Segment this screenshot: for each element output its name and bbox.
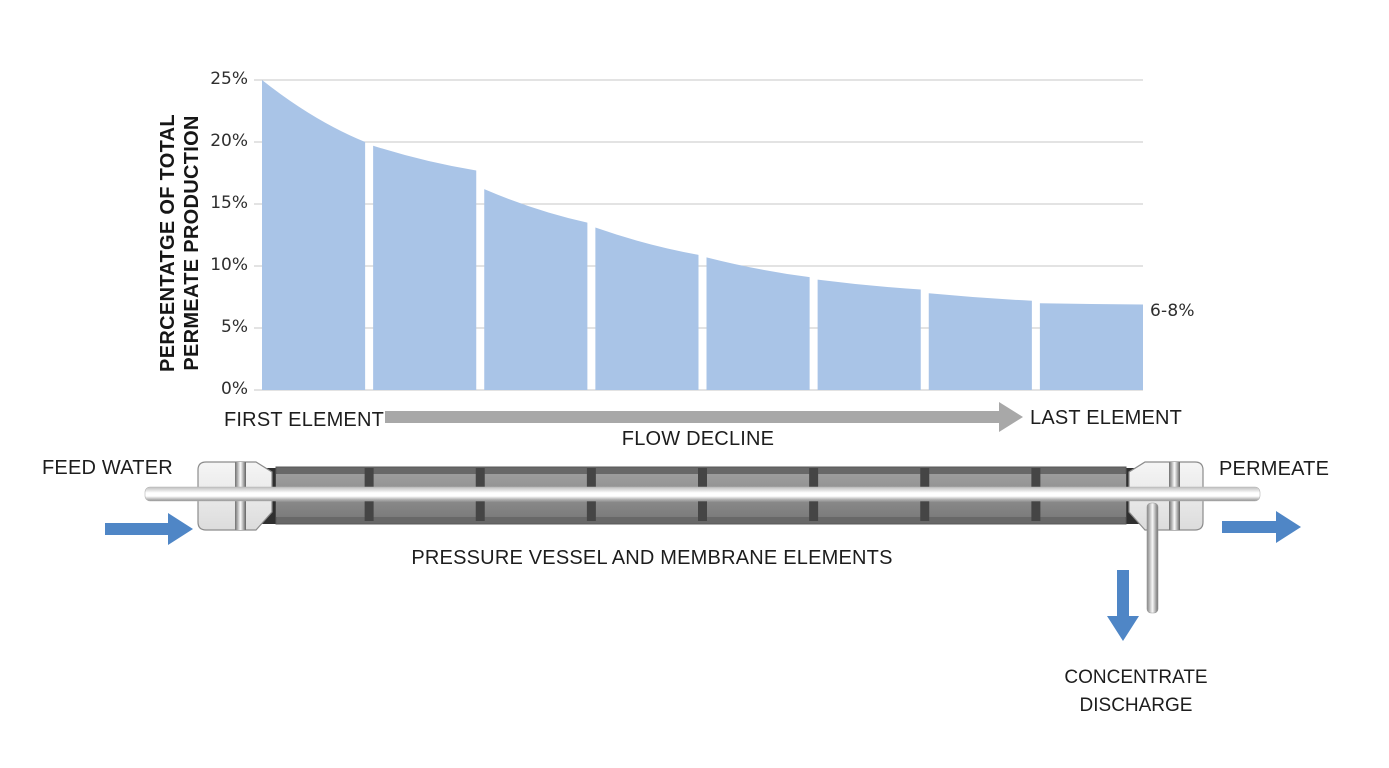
bar-element-1 [262, 80, 366, 390]
flow-decline-label: FLOW DECLINE [621, 428, 775, 450]
last-element-label: LAST ELEMENT [1030, 407, 1183, 429]
permeate-tube [144, 486, 1261, 502]
bar-element-3 [484, 189, 588, 390]
y-axis-title-line1: PERCENTATGE OF TOTAL [157, 114, 179, 372]
chart-bars [262, 80, 1143, 390]
feed-water-label: FEED WATER [42, 457, 173, 479]
last-element-annotation: 6-8% [1150, 301, 1195, 321]
y-tick-label: 10% [210, 255, 248, 275]
vessel-caption: PRESSURE VESSEL AND MEMBRANE ELEMENTS [411, 547, 893, 569]
y-tick-label: 20% [210, 131, 248, 151]
concentrate-tube [1146, 502, 1159, 614]
concentrate-label-line1: CONCENTRATE [1064, 667, 1208, 688]
y-tick-label: 0% [221, 379, 248, 399]
bar-element-4 [595, 227, 699, 390]
concentrate-label-line2: DISCHARGE [1079, 695, 1193, 716]
first-element-label: FIRST ELEMENT [224, 409, 385, 431]
feed-water-arrow [105, 513, 193, 545]
bar-element-8 [1039, 303, 1143, 390]
bar-element-2 [373, 145, 477, 390]
concentrate-discharge-label: CONCENTRATE DISCHARGE [1034, 664, 1238, 720]
permeate-arrow [1222, 511, 1301, 543]
permeate-label: PERMEATE [1219, 458, 1330, 480]
concentrate-discharge-arrow [1107, 570, 1139, 641]
flow-decline-arrow [385, 402, 1023, 432]
bar-element-6 [817, 279, 921, 390]
bar-element-5 [706, 257, 810, 390]
y-tick-label: 5% [221, 317, 248, 337]
pressure-vessel [144, 461, 1261, 614]
y-tick-label: 15% [210, 193, 248, 213]
y-tick-label: 25% [210, 69, 248, 89]
bar-element-7 [928, 293, 1032, 390]
